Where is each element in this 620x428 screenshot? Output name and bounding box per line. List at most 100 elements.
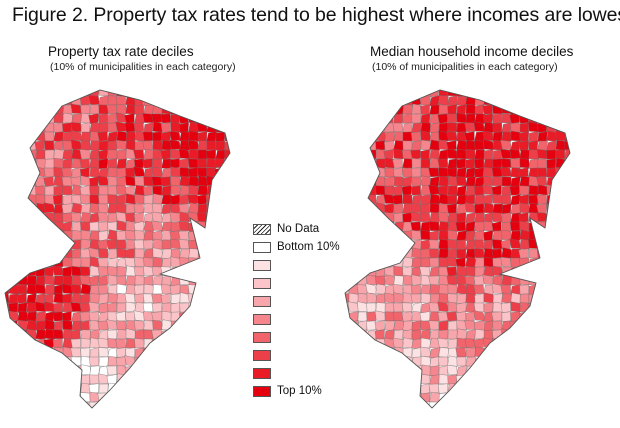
municipality: [152, 247, 163, 259]
municipality: [234, 78, 243, 88]
municipality: [429, 230, 440, 241]
municipality: [115, 184, 127, 195]
municipality: [71, 292, 82, 304]
municipality: [25, 131, 36, 142]
municipality: [583, 393, 590, 403]
municipality: [383, 149, 394, 161]
municipality: [89, 157, 100, 169]
figure-title: Figure 2. Property tax rates tend to be …: [12, 4, 620, 26]
municipality: [491, 311, 502, 322]
municipality: [501, 176, 512, 187]
municipality: [234, 194, 244, 204]
municipality: [206, 411, 215, 421]
municipality: [71, 95, 82, 106]
municipality: [8, 248, 19, 259]
municipality: [116, 401, 127, 408]
municipality: [188, 275, 199, 286]
municipality: [366, 401, 377, 408]
municipality: [62, 122, 72, 133]
municipality: [411, 90, 422, 97]
municipality: [402, 104, 413, 115]
municipality: [402, 140, 413, 151]
municipality: [563, 373, 570, 384]
municipality: [53, 131, 64, 142]
municipality: [80, 175, 91, 186]
municipality: [456, 112, 467, 123]
municipality: [17, 347, 27, 358]
municipality: [17, 167, 28, 178]
municipality: [71, 248, 82, 259]
municipality: [8, 90, 19, 97]
municipality: [537, 184, 548, 196]
municipality: [483, 329, 494, 340]
municipality: [446, 113, 458, 124]
municipality: [528, 365, 539, 376]
municipality: [170, 302, 181, 313]
municipality: [583, 347, 590, 358]
municipality: [573, 158, 584, 168]
municipality: [366, 202, 377, 214]
municipality: [518, 382, 530, 393]
municipality: [384, 140, 394, 151]
municipality: [43, 338, 54, 349]
municipality: [456, 104, 467, 116]
municipality: [528, 293, 539, 304]
municipality: [197, 401, 208, 408]
municipality: [214, 365, 225, 376]
municipality: [5, 194, 9, 206]
municipality: [44, 131, 55, 142]
municipality: [465, 311, 476, 322]
municipality: [546, 130, 557, 142]
municipality: [439, 411, 449, 421]
municipality: [17, 356, 28, 367]
municipality: [519, 319, 530, 331]
municipality: [35, 311, 46, 322]
municipality: [197, 356, 207, 367]
municipality: [447, 104, 457, 115]
municipality: [89, 140, 100, 151]
municipality: [393, 131, 404, 142]
municipality: [170, 256, 181, 268]
municipality: [188, 202, 199, 214]
municipality: [536, 293, 548, 303]
municipality: [179, 211, 190, 223]
municipality: [215, 374, 226, 385]
municipality: [464, 275, 475, 286]
municipality: [52, 194, 63, 205]
municipality: [44, 392, 55, 403]
municipality: [215, 203, 226, 213]
municipality: [169, 211, 181, 222]
municipality: [144, 419, 153, 423]
municipality: [583, 294, 590, 304]
municipality: [79, 302, 91, 313]
municipality: [564, 266, 570, 277]
municipality: [536, 203, 547, 214]
municipality: [402, 419, 412, 423]
municipality: [152, 382, 163, 394]
municipality: [474, 356, 485, 367]
municipality: [555, 149, 566, 160]
municipality: [492, 301, 503, 313]
municipality: [484, 78, 494, 88]
municipality: [53, 113, 64, 124]
municipality: [501, 292, 512, 304]
municipality: [366, 112, 377, 124]
municipality: [178, 239, 190, 249]
municipality: [133, 320, 145, 330]
municipality: [116, 302, 127, 313]
municipality: [179, 175, 190, 187]
municipality: [439, 78, 448, 88]
municipality: [519, 400, 530, 408]
municipality: [80, 112, 91, 124]
municipality: [7, 338, 19, 348]
municipality: [438, 203, 449, 214]
municipality: [483, 90, 494, 98]
municipality: [53, 185, 64, 196]
municipality: [243, 141, 250, 151]
municipality: [0, 419, 9, 423]
municipality: [16, 104, 28, 115]
municipality: [153, 78, 162, 87]
municipality: [455, 257, 466, 268]
municipality: [188, 90, 199, 97]
municipality: [536, 320, 547, 331]
